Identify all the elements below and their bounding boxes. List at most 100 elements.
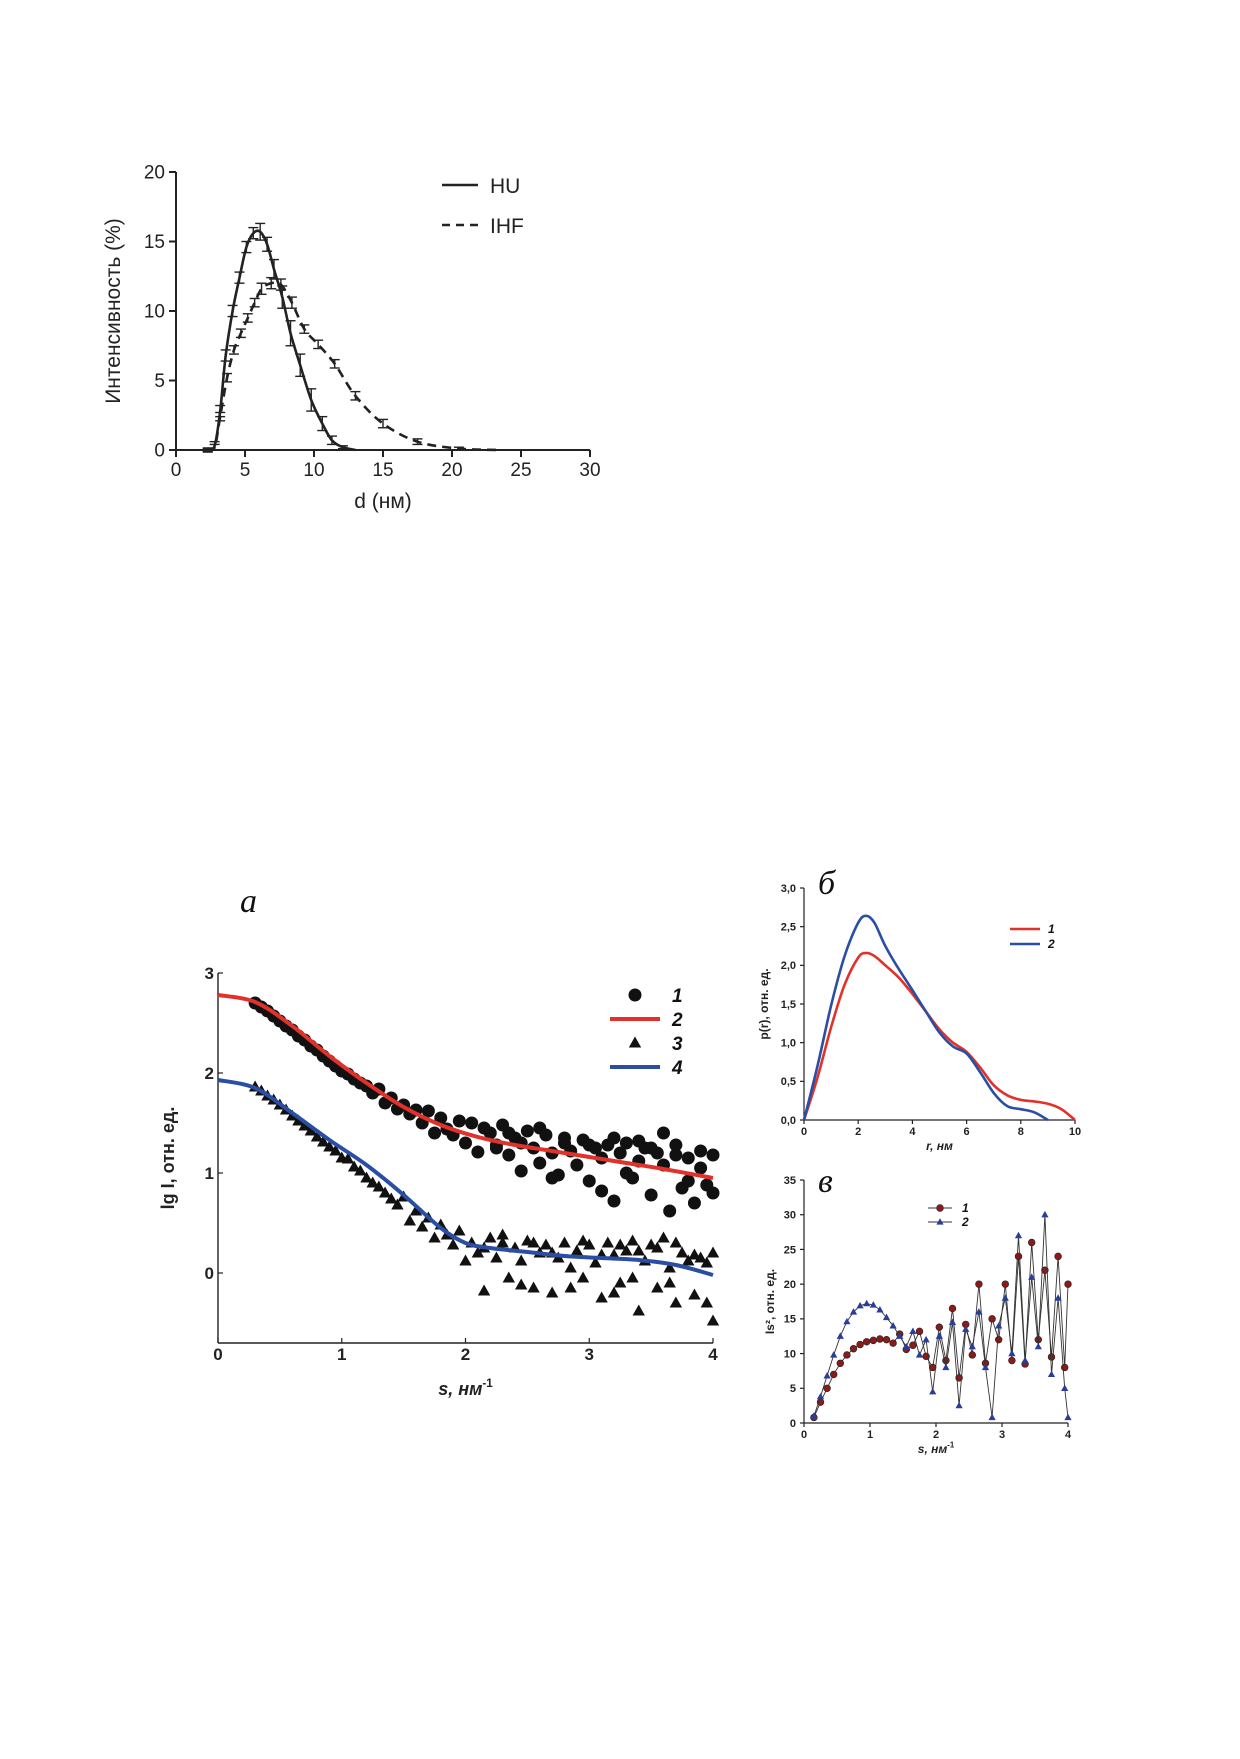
data-point <box>935 1323 943 1331</box>
y-axis-title: p(r), отн. ед. <box>757 968 771 1039</box>
y-tick-label: 5 <box>154 371 165 392</box>
data-point <box>620 1244 633 1256</box>
data-point <box>483 1126 497 1140</box>
data-point <box>1027 1238 1036 1247</box>
data-point <box>626 1271 639 1283</box>
x-tick-label: 8 <box>1018 1126 1024 1138</box>
y-tick-label: 1,5 <box>781 999 796 1011</box>
data-point <box>601 1236 614 1248</box>
data-point <box>446 1238 460 1250</box>
data-point <box>663 1276 676 1288</box>
data-point <box>576 1271 590 1283</box>
data-point <box>378 1186 392 1198</box>
data-point <box>1014 1252 1023 1261</box>
data-point <box>816 1392 825 1400</box>
data-point <box>688 1248 701 1260</box>
data-point <box>496 1228 509 1240</box>
data-point <box>490 1251 503 1263</box>
data-point <box>896 1332 904 1339</box>
y-tick-label: 10 <box>784 1348 796 1360</box>
x-tick-label: 0 <box>171 460 182 481</box>
data-point <box>962 1325 970 1332</box>
x-axis-title-text: r, нм <box>926 1139 953 1153</box>
series-line <box>813 1242 1069 1418</box>
legend: HU IHF <box>442 175 524 238</box>
data-point <box>694 1251 707 1263</box>
series-1 <box>810 1238 1072 1422</box>
panel-label: а <box>240 883 257 920</box>
data-point <box>317 1135 330 1147</box>
x-axis-title-text: s, нм <box>438 1379 482 1399</box>
data-point <box>700 1296 713 1308</box>
data-point <box>687 1196 701 1210</box>
data-point <box>862 1338 871 1346</box>
data-point <box>882 1335 891 1344</box>
data-point <box>889 1339 897 1347</box>
data-point <box>915 1327 924 1336</box>
data-point <box>360 1171 373 1183</box>
y-tick-label: 2,5 <box>781 922 796 934</box>
data-point <box>669 1138 683 1152</box>
y-tick-label: 1 <box>205 1164 214 1183</box>
data-point <box>1034 1342 1042 1350</box>
y-axis-title: Is², отн. ед. <box>763 1269 777 1334</box>
x-tick-label: 4 <box>1065 1429 1072 1441</box>
data-point <box>975 1280 983 1288</box>
data-point <box>471 1246 485 1258</box>
data-point <box>515 1254 528 1266</box>
y-tick-label: 2,0 <box>781 960 796 972</box>
data-point <box>1047 1370 1056 1378</box>
data-point <box>329 1144 342 1156</box>
data-point <box>385 1192 398 1204</box>
series-ihf <box>202 276 501 453</box>
data-point <box>829 1370 838 1379</box>
y-tick-label: 3 <box>205 964 214 983</box>
data-point <box>682 1254 695 1266</box>
data-point <box>527 1236 540 1248</box>
data-point <box>849 1308 858 1315</box>
data-point <box>657 1231 670 1243</box>
data-point <box>688 1288 701 1300</box>
y-tick-label: 0,0 <box>781 1115 796 1127</box>
data-point <box>988 1413 996 1421</box>
data-point <box>391 1198 404 1210</box>
data-point <box>1008 1356 1016 1365</box>
legend-label: 1 <box>1048 922 1055 936</box>
data-point <box>663 1204 677 1218</box>
data-point <box>955 1401 963 1409</box>
data-point <box>354 1164 367 1176</box>
data-point <box>428 1231 441 1243</box>
data-point <box>323 1140 336 1152</box>
data-point <box>595 1291 608 1303</box>
data-point <box>545 1286 559 1298</box>
y-tick-label: 10 <box>144 302 165 323</box>
series-line <box>207 229 356 452</box>
chart-saxs: а 0 1 2 3 4 0 1 2 3 s, нм-1 lg I, отн. ед. 1 2 3 4 <box>158 883 720 1399</box>
data-point <box>644 1188 658 1202</box>
data-point <box>588 1141 602 1155</box>
data-point <box>613 1146 627 1160</box>
fit-curve <box>217 1078 714 1277</box>
data-point <box>681 1174 695 1188</box>
legend-label: 3 <box>672 1034 683 1055</box>
data-point <box>527 1281 540 1293</box>
series-2 <box>810 1210 1072 1421</box>
legend-label: IHF <box>490 215 524 238</box>
data-point <box>968 1342 976 1350</box>
data-point <box>863 1299 871 1307</box>
data-point <box>823 1371 831 1379</box>
x-tick-label: 10 <box>303 460 324 481</box>
series-hu <box>202 222 356 453</box>
data-point <box>1041 1266 1049 1274</box>
data-point <box>975 1308 983 1315</box>
data-point <box>502 1271 515 1283</box>
x-tick-label: 30 <box>579 460 600 481</box>
data-point <box>942 1363 950 1371</box>
data-point <box>477 1284 491 1296</box>
data-point <box>995 1322 1003 1329</box>
data-point <box>843 1351 851 1359</box>
data-point <box>669 1236 683 1248</box>
data-point <box>459 1254 472 1266</box>
data-point <box>341 1152 355 1164</box>
data-point <box>706 1148 720 1162</box>
